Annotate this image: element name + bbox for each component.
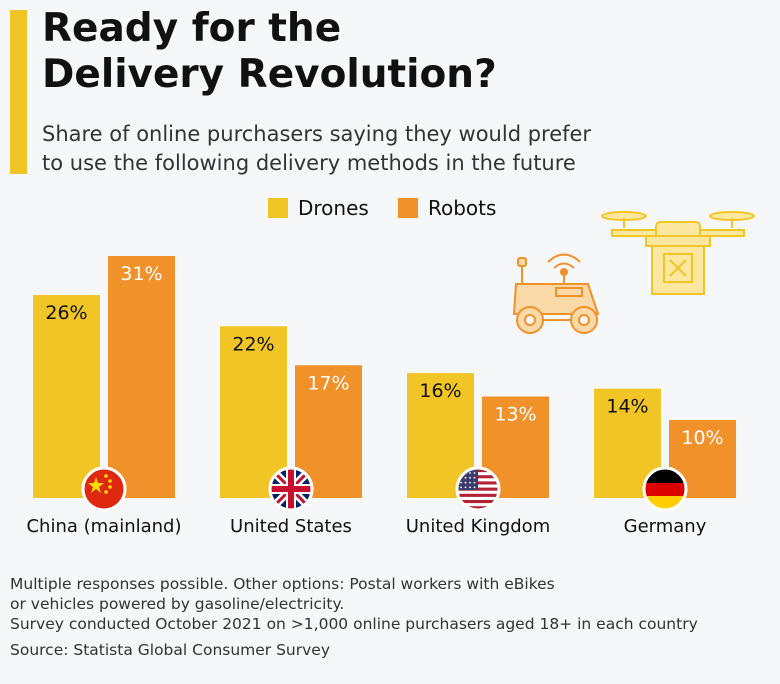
page-title: Ready for the Delivery Revolution? bbox=[42, 6, 762, 98]
category-label-2: United Kingdom bbox=[406, 516, 550, 537]
source: Source: Statista Global Consumer Survey bbox=[10, 641, 331, 659]
subtitle: Share of online purchasers saying they w… bbox=[42, 120, 762, 178]
us-flag-icon bbox=[455, 466, 501, 512]
data-label-robots-3: 10% bbox=[681, 427, 723, 449]
legend-item-drones: Drones bbox=[268, 196, 369, 220]
footnotes: Multiple responses possible. Other optio… bbox=[10, 574, 775, 660]
drone-illustration-icon bbox=[601, 211, 755, 295]
data-label-drones-1: 22% bbox=[232, 333, 274, 355]
note-line-1: Multiple responses possible. Other optio… bbox=[10, 575, 555, 593]
bar-robots-0 bbox=[108, 256, 175, 498]
legend-swatch-drones bbox=[268, 198, 288, 218]
bar-drones-1 bbox=[220, 326, 287, 498]
category-label-3: Germany bbox=[624, 516, 707, 537]
legend: Drones Robots bbox=[0, 196, 780, 220]
category-label-1: United States bbox=[230, 516, 352, 537]
note-line-3: Survey conducted October 2021 on >1,000 … bbox=[10, 615, 698, 633]
germany-flag-icon bbox=[642, 466, 688, 512]
bar-drones-0 bbox=[33, 295, 100, 498]
title-line-1: Ready for the bbox=[42, 6, 342, 51]
accent-bar bbox=[10, 10, 27, 174]
subtitle-line-2: to use the following delivery methods in… bbox=[42, 151, 576, 175]
data-label-drones-2: 16% bbox=[419, 380, 461, 402]
data-label-robots-2: 13% bbox=[494, 404, 536, 426]
title-line-2: Delivery Revolution? bbox=[42, 52, 497, 97]
data-label-robots-0: 31% bbox=[120, 263, 162, 285]
category-label-0: China (mainland) bbox=[26, 516, 181, 537]
data-label-robots-1: 17% bbox=[307, 372, 349, 394]
data-label-drones-3: 14% bbox=[606, 396, 648, 418]
subtitle-line-1: Share of online purchasers saying they w… bbox=[42, 122, 592, 146]
uk-flag-icon bbox=[268, 466, 314, 512]
robot-illustration-icon bbox=[512, 253, 600, 334]
legend-label-drones: Drones bbox=[298, 196, 369, 220]
note-line-2: or vehicles powered by gasoline/electric… bbox=[10, 595, 345, 613]
bar-chart: 26% 31% China (mainland) 22% 17% United State… bbox=[26, 211, 755, 537]
legend-label-robots: Robots bbox=[428, 196, 497, 220]
data-label-drones-0: 26% bbox=[45, 302, 87, 324]
legend-item-robots: Robots bbox=[398, 196, 496, 220]
china-flag-icon bbox=[81, 466, 127, 512]
legend-swatch-robots bbox=[398, 198, 418, 218]
